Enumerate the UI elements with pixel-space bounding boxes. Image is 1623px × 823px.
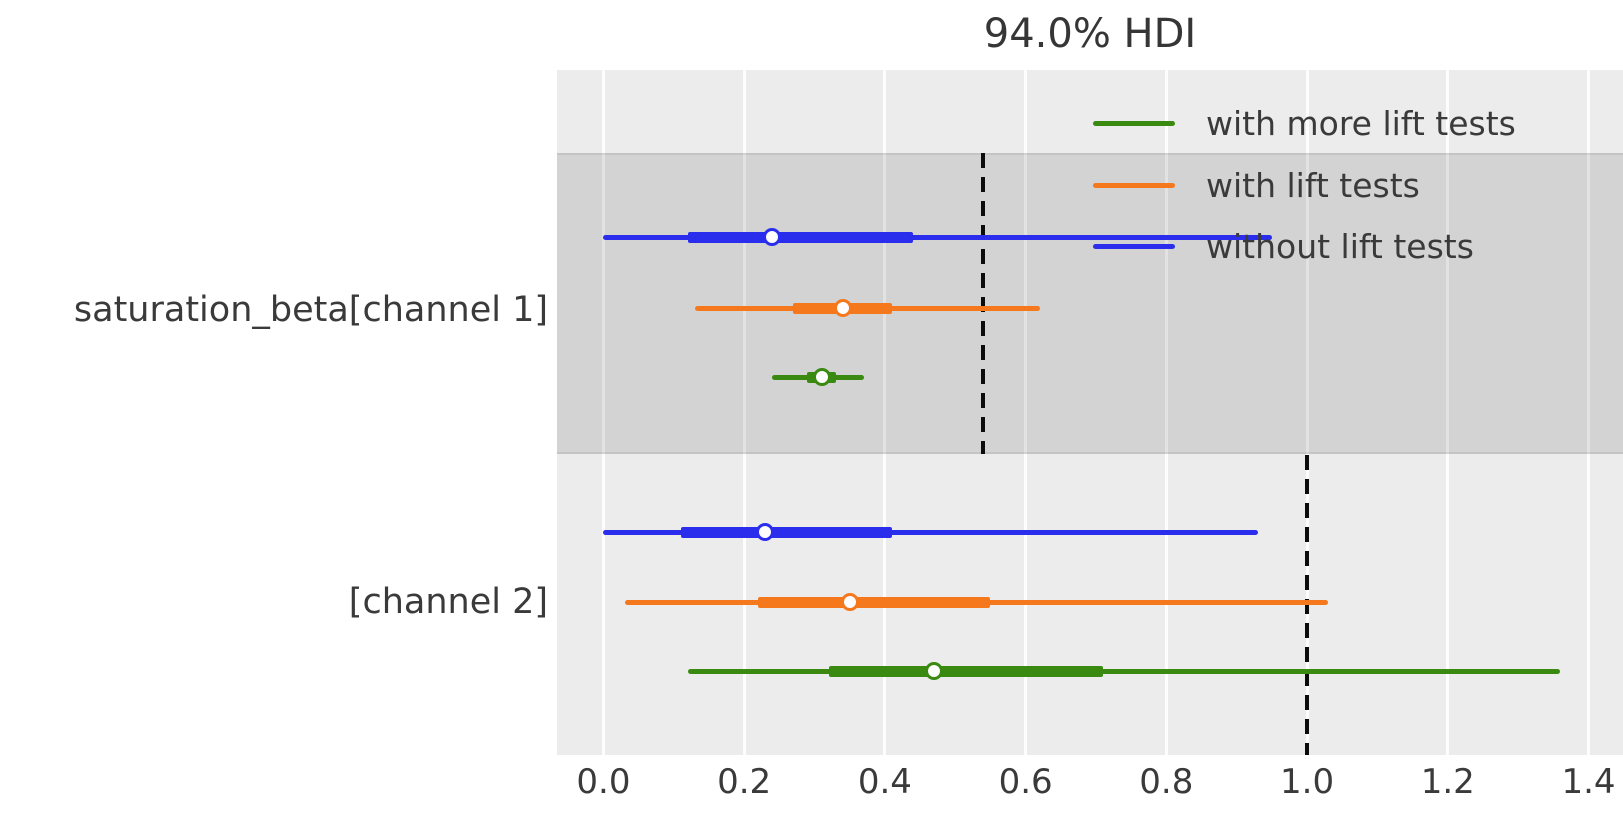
x-tick-label: 0.6 (998, 762, 1053, 802)
reference-line (1305, 455, 1310, 755)
legend-label-with-lift-tests: with lift tests (1206, 166, 1420, 205)
y-axis-label-channel-2: [channel 2] (348, 582, 548, 622)
legend-label-without-lift-tests: without lift tests (1206, 227, 1474, 266)
chart-title: 94.0% HDI (983, 11, 1197, 57)
x-tick-label: 0.8 (1139, 762, 1194, 802)
hdi-outer-blue (603, 234, 1272, 240)
legend-line-green (1093, 121, 1175, 126)
hdi-inner-blue (687, 231, 914, 243)
legend-line-orange (1093, 183, 1175, 188)
hdi-inner-green (828, 665, 1103, 677)
reference-line (981, 153, 986, 454)
x-tick-label: 0.0 (576, 762, 631, 802)
x-tick-label: 1.4 (1561, 762, 1616, 802)
x-tick-label: 0.4 (857, 762, 912, 802)
hdi-outer-green (687, 668, 1561, 674)
point-estimate-green (925, 662, 944, 680)
hdi-outer-blue (603, 529, 1258, 535)
gridline (1446, 70, 1450, 755)
x-tick-label: 0.2 (717, 762, 772, 802)
legend-label-with-more-lift-tests: with more lift tests (1206, 104, 1516, 143)
point-estimate-green (812, 368, 831, 386)
hdi-inner-blue (680, 526, 892, 538)
gridline (1024, 70, 1028, 755)
point-estimate-blue (756, 523, 775, 541)
gridline (1164, 70, 1168, 755)
gridline (1305, 70, 1309, 755)
hdi-inner-orange (758, 596, 991, 608)
point-estimate-orange (840, 593, 859, 611)
channel-1-shaded-band (557, 153, 1623, 454)
x-tick-label: 1.0 (1280, 762, 1335, 802)
point-estimate-blue (763, 228, 782, 246)
legend-line-blue (1093, 244, 1175, 249)
gridline (883, 70, 887, 755)
point-estimate-orange (833, 299, 852, 317)
gridline (742, 70, 746, 755)
y-axis-label-channel-1: saturation_beta[channel 1] (73, 290, 548, 330)
gridline (1587, 70, 1591, 755)
x-tick-label: 1.2 (1420, 762, 1475, 802)
gridline (601, 70, 605, 755)
plot-area (557, 70, 1623, 755)
